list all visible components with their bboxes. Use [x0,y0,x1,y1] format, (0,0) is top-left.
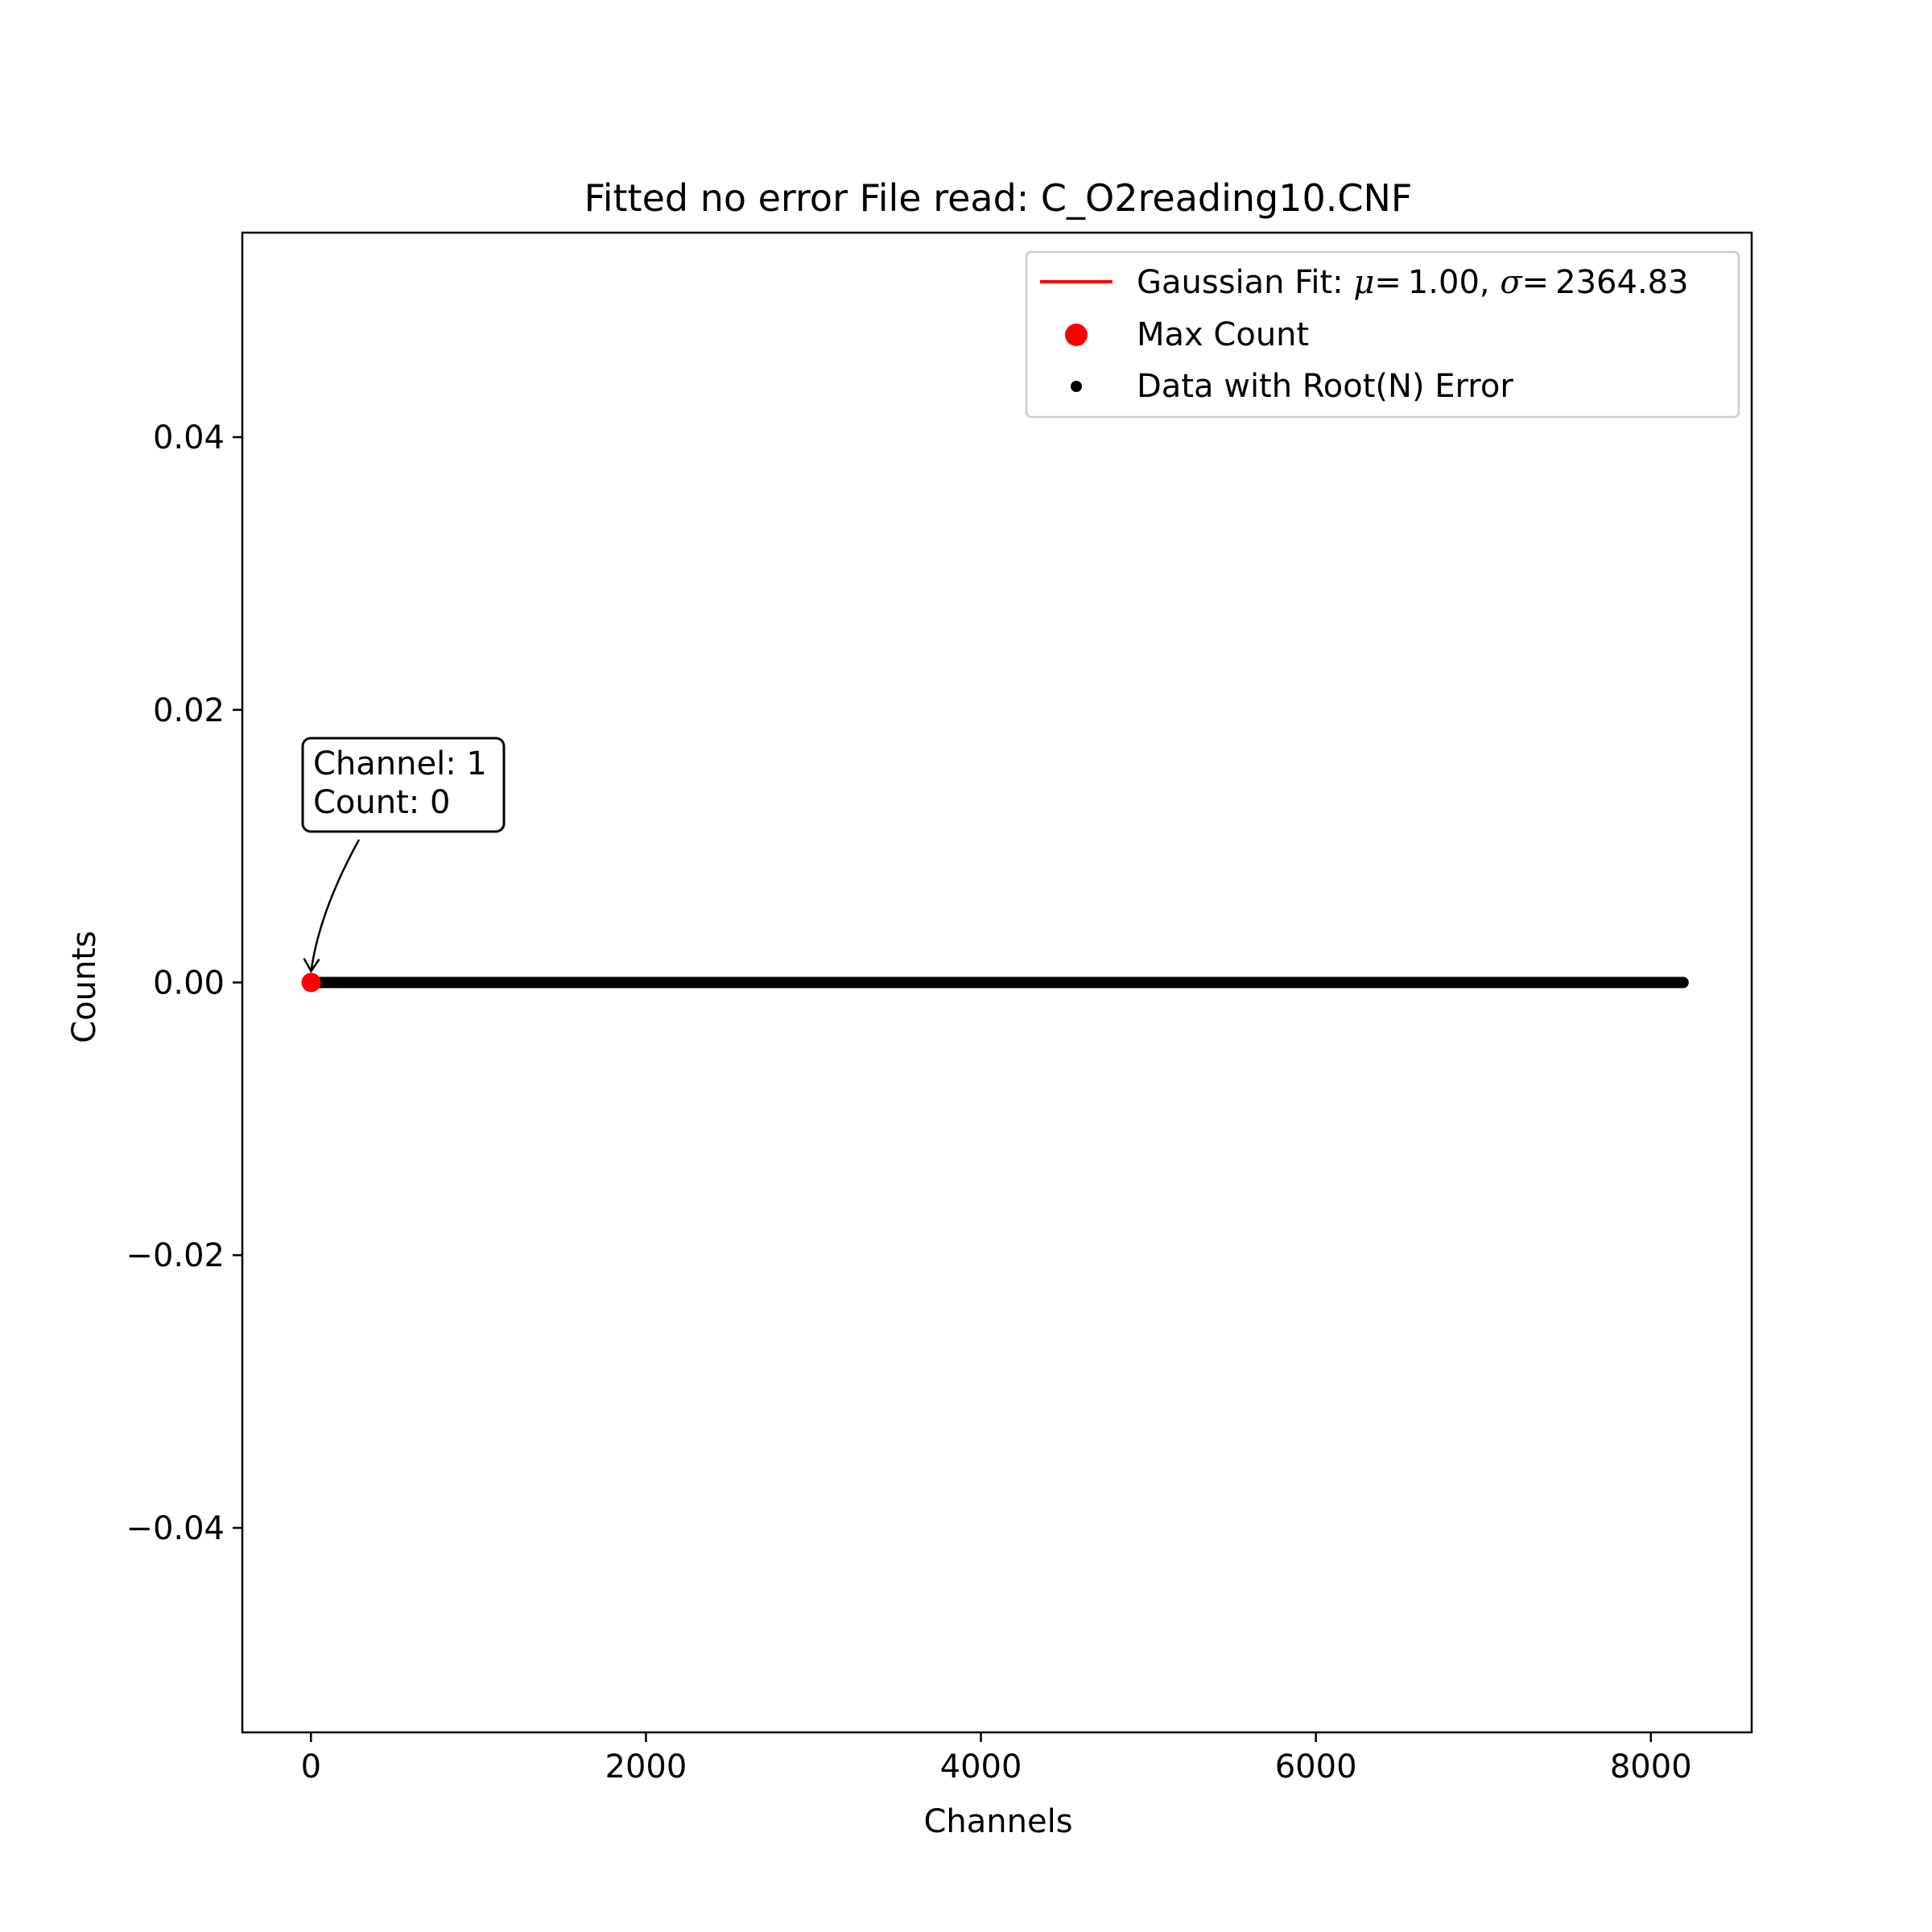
x-tick-label: 0 [301,1748,321,1785]
chart-title: Fitted no error File read: C_O2reading10… [584,176,1413,220]
y-axis-label: Counts [66,931,103,1043]
annotation-line-count: Count: 0 [313,784,450,821]
y-tick-label: −0.02 [126,1237,225,1274]
annotation-box [301,737,506,833]
legend-mu-symbol: μ [1353,264,1374,301]
legend-gaussian-label: Gaussian Fit: μ= 1.00, σ= 2364.83 [1137,264,1689,301]
y-tick-label: 0.00 [153,965,225,1002]
x-tick-label: 4000 [940,1748,1022,1785]
legend-max-count-label: Max Count [1137,316,1309,353]
y-tick-label: 0.04 [153,419,225,456]
max-count-marker [301,972,321,993]
legend-sigma-value: = 2364.83 [1522,264,1689,301]
x-tick-label: 8000 [1610,1748,1692,1785]
legend: Gaussian Fit: μ= 1.00, σ= 2364.83 Max Co… [1025,250,1740,419]
y-tick-label: 0.02 [153,692,225,729]
annotation-arrowhead [303,957,320,973]
legend-sigma-symbol: σ [1500,264,1523,301]
x-tick-label: 2000 [605,1748,687,1785]
x-tick-label: 6000 [1275,1748,1357,1785]
legend-data-label: Data with Root(N) Error [1137,368,1513,405]
y-axis-ticks: −0.04 −0.02 0.00 0.02 0.04 [126,419,242,1547]
y-tick-label: −0.04 [126,1510,225,1547]
x-axis-ticks: 0 2000 4000 6000 8000 [301,1732,1692,1785]
legend-mu-value: = 1.00, [1374,264,1500,301]
legend-gaussian-prefix: Gaussian Fit: [1137,264,1353,301]
annotation-arrow [310,839,361,972]
legend-max-count-swatch [1065,324,1088,346]
annotation-line-channel: Channel: 1 [313,745,487,782]
legend-box [1025,250,1740,419]
legend-data-swatch [1071,381,1082,392]
data-layer [301,972,1689,993]
max-annotation: Channel: 1 Count: 0 [301,737,506,973]
x-axis-label: Channels [923,1803,1072,1840]
